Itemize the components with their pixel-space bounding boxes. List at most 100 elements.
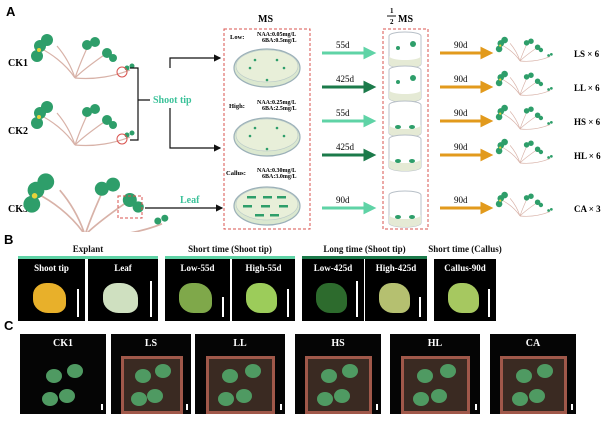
half-ms-suffix: MS bbox=[398, 14, 413, 25]
culture-jar-icon bbox=[388, 31, 422, 69]
plant-photo: CK1 bbox=[20, 334, 106, 414]
medium-level-high: High: bbox=[229, 103, 245, 110]
transplant-duration: 90d bbox=[454, 40, 468, 50]
plant-ck1-icon bbox=[30, 33, 136, 80]
outcome-label: LL × 6 bbox=[574, 83, 600, 93]
leaf bbox=[515, 369, 532, 383]
petri-dish-high-icon bbox=[233, 117, 301, 157]
scale-bar bbox=[571, 404, 573, 410]
scale-bar bbox=[101, 404, 103, 410]
half-ms-medium-box bbox=[382, 28, 429, 230]
plant-photo-label: LL bbox=[233, 338, 247, 349]
scale-bar bbox=[186, 404, 188, 410]
transplant-arrow: 90d bbox=[440, 142, 494, 162]
scale-bar bbox=[287, 289, 289, 317]
leaf bbox=[417, 369, 433, 383]
plant-photo: LL bbox=[195, 334, 285, 414]
panel-label-c: C bbox=[4, 318, 14, 333]
plant-ck3-icon bbox=[22, 172, 170, 232]
leaf bbox=[439, 364, 456, 378]
plant-photo: LS bbox=[111, 334, 191, 414]
petri-dish-low-icon bbox=[233, 48, 301, 88]
pot bbox=[305, 356, 372, 414]
medium-level-low: Low: bbox=[230, 34, 244, 41]
specimen-image bbox=[378, 283, 410, 313]
explant-photo: Low-425d bbox=[302, 259, 364, 321]
leaf-highlight bbox=[117, 195, 143, 219]
medium-ba-callus: 6BA:3.0mg/L bbox=[262, 174, 297, 180]
transplant-arrow: 90d bbox=[440, 195, 494, 215]
culture-arrow: 425d bbox=[322, 142, 377, 162]
transplant-duration: 90d bbox=[454, 142, 468, 152]
explant-photo: High-55d bbox=[232, 259, 295, 321]
panel-a-diagram: CK1 CK2 CK3 Shoot tip Leaf MS Low: NAA:0… bbox=[8, 7, 601, 232]
culture-duration: 55d bbox=[336, 40, 350, 50]
outcome-label: LS × 6 bbox=[574, 49, 600, 59]
culture-duration: 425d bbox=[336, 74, 355, 84]
medium-ba-low: 6BA:0.5mg/L bbox=[262, 38, 297, 44]
half-ms-numerator: 1 bbox=[390, 7, 394, 15]
explant-photo: High-425d bbox=[365, 259, 427, 321]
scale-bar bbox=[376, 404, 378, 410]
regenerated-plant-icon bbox=[495, 138, 554, 164]
leaf bbox=[412, 392, 429, 406]
panel-b-group-title: Long time (Shoot tip) bbox=[323, 244, 406, 254]
leaf bbox=[320, 369, 337, 383]
leaf bbox=[41, 392, 58, 406]
pot bbox=[120, 356, 183, 414]
panel-b-group-bar bbox=[165, 256, 295, 259]
culture-jar-icon bbox=[388, 190, 422, 228]
leaf bbox=[430, 389, 447, 403]
scale-bar bbox=[222, 297, 224, 317]
control-label-ck3: CK3 bbox=[8, 204, 28, 215]
medium-naa-low: NAA:0.05mg/L bbox=[257, 32, 296, 38]
leaf-label: Leaf bbox=[180, 195, 200, 206]
control-label-ck1: CK1 bbox=[8, 58, 28, 69]
scale-bar bbox=[280, 404, 282, 410]
plant-photo-label: LS bbox=[144, 338, 158, 349]
plant-photo-label: HS bbox=[331, 338, 345, 349]
scale-bar bbox=[475, 404, 477, 410]
panel-b-group-bar bbox=[434, 256, 496, 259]
leaf bbox=[222, 369, 238, 383]
culture-arrow: 90d bbox=[322, 195, 377, 215]
explant-photo-label: Low-425d bbox=[313, 263, 353, 273]
regenerated-plant-icon bbox=[495, 191, 554, 217]
specimen-image bbox=[32, 283, 67, 313]
shoot-tip-highlight bbox=[116, 133, 128, 145]
explant-photo-label: Shoot tip bbox=[34, 263, 69, 273]
pot bbox=[500, 356, 567, 414]
leaf bbox=[342, 364, 359, 378]
culture-duration: 55d bbox=[336, 108, 350, 118]
explant-photo-label: Leaf bbox=[114, 263, 132, 273]
culture-jar-icon bbox=[388, 100, 422, 138]
explant-photo: Callus-90d bbox=[434, 259, 496, 321]
outcome-label: CA × 3 bbox=[574, 204, 601, 214]
leaf bbox=[131, 392, 147, 406]
leaf bbox=[528, 389, 545, 403]
specimen-image bbox=[103, 283, 139, 313]
culture-jar-icon bbox=[388, 134, 422, 172]
leaf bbox=[333, 389, 350, 403]
explant-photo: Low-55d bbox=[165, 259, 230, 321]
regenerated-plant-icon bbox=[495, 36, 554, 62]
specimen-image bbox=[179, 283, 212, 313]
outcome-label: HS × 6 bbox=[574, 117, 601, 127]
medium-naa-callus: NAA:0.30mg/L bbox=[257, 168, 296, 174]
medium-level-callus: Callus: bbox=[226, 170, 246, 177]
scale-bar bbox=[356, 281, 358, 317]
half-ms-denominator: 2 bbox=[390, 18, 394, 26]
leaf bbox=[135, 369, 151, 383]
scale-bar bbox=[150, 281, 152, 317]
ms-medium-box bbox=[223, 28, 311, 230]
culture-duration: 425d bbox=[336, 142, 355, 152]
leaf bbox=[155, 364, 171, 378]
transplant-duration: 90d bbox=[454, 74, 468, 84]
explant-photo-label: Callus-90d bbox=[444, 263, 486, 273]
medium-ba-high: 6BA:2.5mg/L bbox=[262, 106, 297, 112]
shoot-tip-label: Shoot tip bbox=[153, 95, 192, 106]
medium-naa-high: NAA:0.25mg/L bbox=[257, 100, 296, 106]
transplant-arrow: 90d bbox=[440, 40, 494, 60]
specimen-image bbox=[447, 283, 479, 313]
leaf bbox=[244, 364, 261, 378]
